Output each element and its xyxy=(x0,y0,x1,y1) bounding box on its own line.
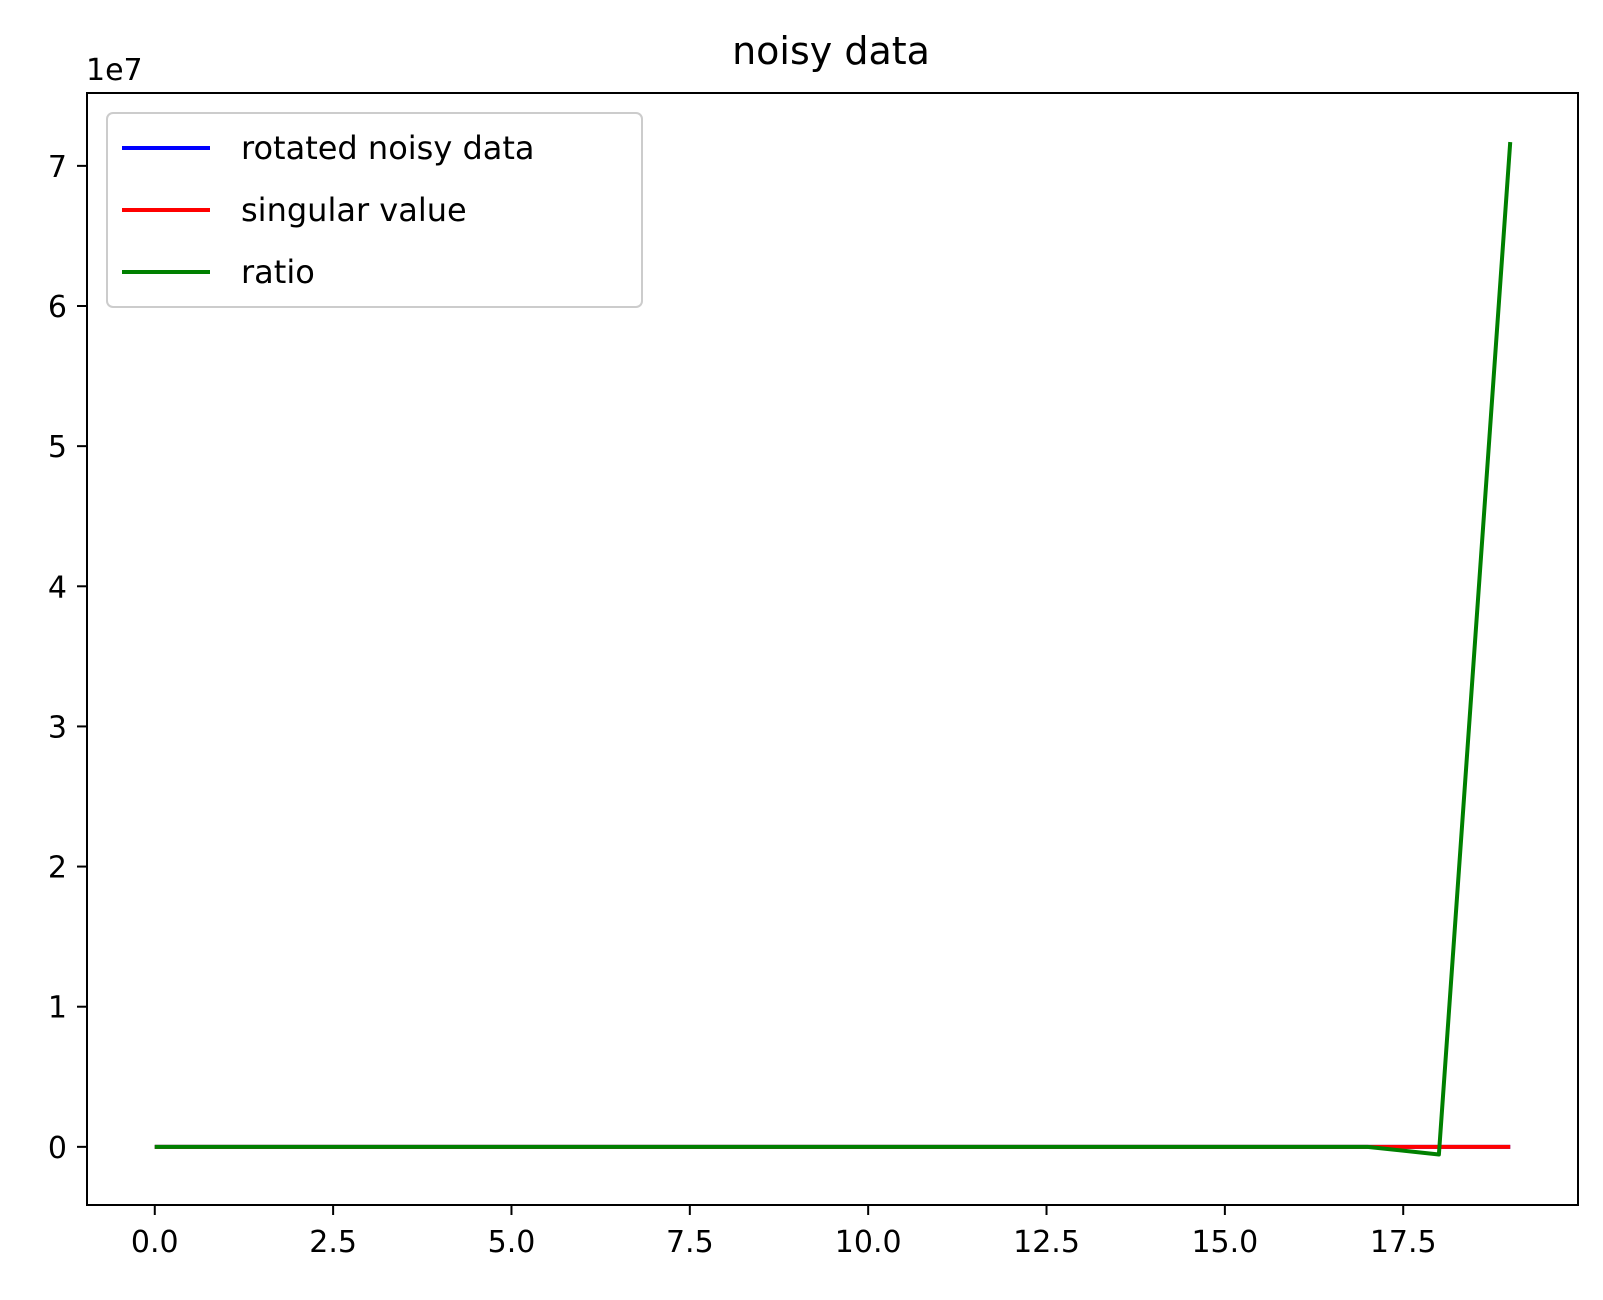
x-tick-label: 0.0 xyxy=(131,1225,179,1260)
x-axis: 0.0 2.5 5.0 7.5 10.0 12.5 15.0 17.5 xyxy=(131,1205,1437,1260)
y-axis: 0 1 2 3 4 5 6 7 xyxy=(48,150,87,1166)
legend-label-1: singular value xyxy=(241,191,467,229)
legend-box xyxy=(106,112,643,308)
legend-label-2: ratio xyxy=(241,253,315,291)
chart-title: noisy data xyxy=(732,29,930,73)
legend: rotated noisy data singular value ratio xyxy=(106,112,643,308)
y-tick-label: 7 xyxy=(48,150,67,185)
x-tick-label: 17.5 xyxy=(1370,1225,1437,1260)
y-axis-offset-label: 1e7 xyxy=(86,53,143,88)
y-tick-label: 1 xyxy=(48,991,67,1026)
plot-lines xyxy=(154,141,1513,1157)
series-line-2 xyxy=(154,141,1513,1157)
y-tick-label: 5 xyxy=(48,430,67,465)
y-tick-label: 4 xyxy=(48,570,67,605)
x-tick-label: 15.0 xyxy=(1191,1225,1258,1260)
x-tick-label: 12.5 xyxy=(1013,1225,1080,1260)
y-tick-label: 3 xyxy=(48,710,67,745)
legend-label-0: rotated noisy data xyxy=(241,129,535,167)
x-tick-label: 5.0 xyxy=(488,1225,536,1260)
y-tick-label: 0 xyxy=(48,1131,67,1166)
x-tick-label: 7.5 xyxy=(666,1225,714,1260)
plot-frame xyxy=(86,92,1579,1206)
x-tick-label: 2.5 xyxy=(309,1225,357,1260)
y-tick-label: 2 xyxy=(48,851,67,886)
y-tick-label: 6 xyxy=(48,290,67,325)
x-tick-label: 10.0 xyxy=(835,1225,902,1260)
